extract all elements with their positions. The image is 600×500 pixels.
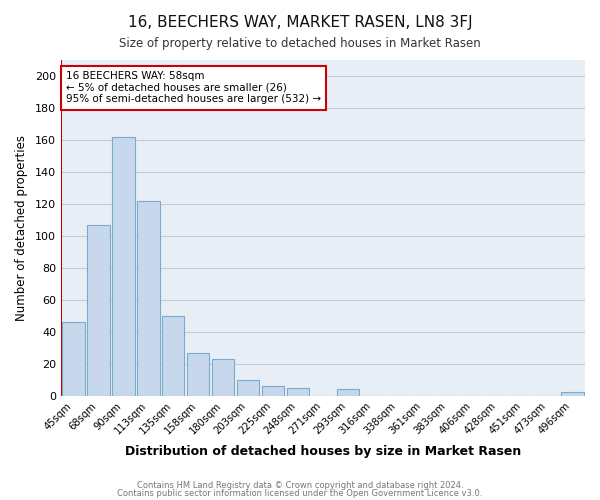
Bar (162, 316, 184, 396)
Bar (561, 392, 584, 396)
Bar (87, 224, 110, 396)
X-axis label: Distribution of detached houses by size in Market Rasen: Distribution of detached houses by size … (125, 444, 521, 458)
Bar (262, 386, 284, 396)
Bar (237, 380, 259, 396)
Bar (187, 352, 209, 396)
Bar (112, 136, 134, 396)
Text: 16, BEECHERS WAY, MARKET RASEN, LN8 3FJ: 16, BEECHERS WAY, MARKET RASEN, LN8 3FJ (128, 15, 472, 30)
Bar (287, 388, 309, 396)
Bar (212, 359, 235, 396)
Bar (337, 390, 359, 396)
Text: Contains public sector information licensed under the Open Government Licence v3: Contains public sector information licen… (118, 489, 482, 498)
Text: 16 BEECHERS WAY: 58sqm
← 5% of detached houses are smaller (26)
95% of semi-deta: 16 BEECHERS WAY: 58sqm ← 5% of detached … (66, 71, 321, 104)
Bar (62, 322, 85, 396)
Bar (137, 200, 160, 396)
Y-axis label: Number of detached properties: Number of detached properties (15, 135, 28, 321)
Text: Contains HM Land Registry data © Crown copyright and database right 2024.: Contains HM Land Registry data © Crown c… (137, 480, 463, 490)
Text: Size of property relative to detached houses in Market Rasen: Size of property relative to detached ho… (119, 38, 481, 51)
